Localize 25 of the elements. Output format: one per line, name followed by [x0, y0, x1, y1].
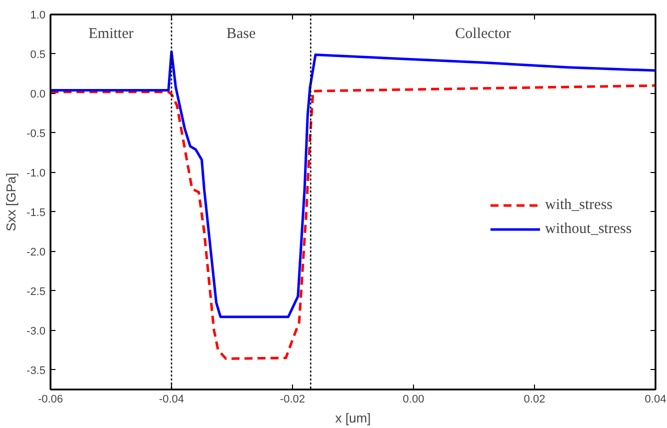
legend-label: without_stress — [545, 220, 632, 238]
x-tick-label: -0.04 — [158, 394, 184, 406]
x-tick-label: 0.02 — [524, 394, 546, 406]
line-series — [50, 50, 656, 318]
y-tick-label: -3.5 — [26, 364, 46, 377]
x-axis-title: x [um] — [335, 410, 371, 426]
x-tick-label: 0.00 — [402, 394, 424, 406]
y-axis-title: Sxx [GPa] — [4, 172, 19, 232]
x-tick-label: -0.02 — [280, 394, 306, 406]
annotation: Collector — [455, 26, 511, 42]
y-tick-label: 0.0 — [30, 88, 46, 100]
y-tick-label: -0.5 — [26, 128, 46, 140]
y-tick-label: -1.5 — [26, 206, 46, 219]
x-tick-label: -0.06 — [38, 394, 64, 406]
y-tick-label: -2.5 — [26, 286, 46, 298]
legend-label: with_stress — [545, 196, 612, 214]
y-tick-label: -2.0 — [26, 246, 46, 258]
y-tick-label: -1.0 — [26, 167, 46, 180]
annotation: Emitter — [88, 26, 134, 42]
line-series — [50, 84, 656, 360]
y-tick-label: -3.0 — [26, 325, 46, 338]
y-tick-label: 0.5 — [30, 48, 46, 61]
y-tick-label: 1.0 — [30, 10, 46, 22]
annotation: Base — [226, 26, 256, 42]
x-tick-label: 0.04 — [644, 394, 666, 406]
